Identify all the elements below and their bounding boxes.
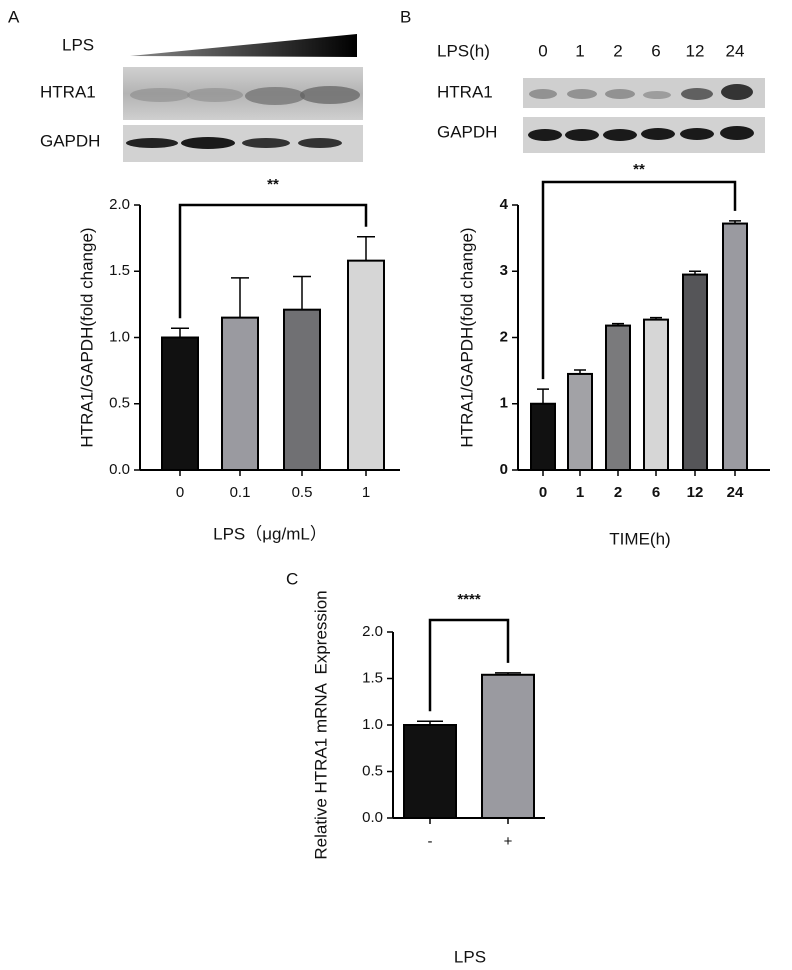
x-tick-label: 0 [176,484,184,501]
y-tick-label: 0.0 [109,461,130,478]
blot-gapdh [123,125,363,162]
bar [221,316,259,471]
bar [722,222,748,471]
y-tick-label: 2.0 [362,623,383,640]
y-tick-label: 4 [500,196,509,213]
lane-label: 12 [686,41,705,60]
significance-bracket [428,618,510,712]
x-tick-label: 6 [652,484,660,501]
y-tick-label: 1.0 [362,716,383,733]
blot-htra1 [523,78,765,108]
bar [403,724,457,819]
y-tick-label: 1.5 [109,262,130,279]
x-axis-label: LPS [454,947,486,966]
bar [605,324,631,472]
x-tick-label: 2 [614,484,622,501]
blot-label: GAPDH [40,131,100,150]
blot-label: GAPDH [437,122,497,141]
y-tick-label: 2 [500,328,508,345]
error-bar [612,322,624,326]
y-axis-label: HTRA1/GAPDH(fold change) [457,227,476,447]
y-axis-label: HTRA1/GAPDH(fold change) [77,227,96,447]
y-tick-label: 1.5 [362,669,383,686]
bar [481,673,535,820]
panel-label: A [8,7,20,26]
error-bar [537,388,549,404]
y-tick-label: 1.0 [109,328,130,345]
bar [161,336,199,471]
error-bar [231,277,249,318]
x-axis-label: TIME(h) [609,529,670,548]
bar [682,273,708,471]
error-bar [357,236,375,261]
lane-label: 24 [726,41,745,60]
error-bar [495,672,521,675]
panel-label: B [400,7,411,26]
significance-label: **** [457,591,481,608]
blot-label: HTRA1 [437,82,493,101]
x-axis-label: LPS（μg/mL） [213,524,327,543]
bar [643,318,669,471]
significance-label: ** [633,161,645,178]
lane-label: 2 [613,41,622,60]
blot-htra1 [123,67,363,120]
significance-bracket [541,180,737,380]
significance-label: ** [267,176,279,193]
x-tick-label: 24 [727,484,744,501]
lane-label: 6 [651,41,660,60]
x-tick-label: - [428,833,433,850]
dose-triangle [130,34,357,57]
x-tick-label: 0.5 [292,484,313,501]
error-bar [650,316,662,320]
blot-label: LPS [62,35,94,54]
error-bar [729,220,741,224]
lane-label: 0 [538,41,547,60]
x-tick-label: 1 [362,484,370,501]
x-tick-label: 0.1 [230,484,251,501]
bar [347,259,385,471]
error-bar [417,720,443,725]
blot-label: LPS(h) [437,41,490,60]
y-tick-label: 1 [500,395,508,412]
y-tick-label: 2.0 [109,196,130,213]
x-tick-label: + [504,833,513,850]
blot-label: HTRA1 [40,82,96,101]
lane-label: 1 [575,41,584,60]
y-tick-label: 0.5 [362,762,383,779]
bar [283,308,321,471]
panel-label: C [286,569,298,588]
blot-gapdh [523,117,765,153]
y-tick-label: 0 [500,461,508,478]
bar [567,372,593,471]
x-tick-label: 12 [687,484,704,501]
error-bar [171,327,189,338]
y-tick-label: 0.0 [362,809,383,826]
error-bar [574,369,586,374]
x-tick-label: 1 [576,484,584,501]
x-tick-label: 0 [539,484,547,501]
error-bar [689,270,701,275]
y-tick-label: 3 [500,262,508,279]
error-bar [293,275,311,310]
bar [530,402,556,471]
significance-bracket [178,203,368,319]
y-tick-label: 0.5 [109,395,130,412]
y-axis-label: Relative HTRA1 mRNA Expression [311,590,330,859]
